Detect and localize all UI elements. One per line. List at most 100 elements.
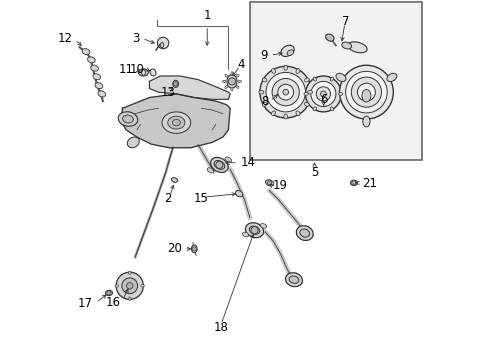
Ellipse shape <box>141 284 144 287</box>
Text: 11: 11 <box>119 63 134 76</box>
Circle shape <box>265 72 305 112</box>
Ellipse shape <box>271 111 275 116</box>
Ellipse shape <box>307 90 312 94</box>
Circle shape <box>215 161 223 168</box>
Ellipse shape <box>214 161 224 170</box>
Ellipse shape <box>224 74 227 77</box>
Ellipse shape <box>150 69 156 76</box>
Text: 10: 10 <box>130 63 144 76</box>
Ellipse shape <box>347 42 366 53</box>
Circle shape <box>116 272 143 300</box>
Text: 3: 3 <box>132 32 140 45</box>
Ellipse shape <box>95 83 102 89</box>
Ellipse shape <box>222 80 225 82</box>
Ellipse shape <box>262 78 266 82</box>
Circle shape <box>267 181 271 185</box>
Ellipse shape <box>91 65 98 71</box>
Circle shape <box>305 76 341 112</box>
Circle shape <box>173 82 178 86</box>
Ellipse shape <box>258 90 264 94</box>
Ellipse shape <box>361 89 370 102</box>
Ellipse shape <box>122 115 133 123</box>
Ellipse shape <box>118 112 138 126</box>
Circle shape <box>106 291 111 295</box>
Text: 9: 9 <box>260 49 267 62</box>
Circle shape <box>126 283 133 289</box>
Ellipse shape <box>312 107 316 111</box>
Ellipse shape <box>191 245 197 253</box>
Ellipse shape <box>171 178 177 182</box>
Ellipse shape <box>296 226 312 240</box>
Ellipse shape <box>280 45 294 57</box>
Ellipse shape <box>295 111 299 116</box>
Text: 14: 14 <box>240 156 255 169</box>
Ellipse shape <box>236 85 239 89</box>
Ellipse shape <box>141 69 145 75</box>
Circle shape <box>157 37 168 49</box>
Ellipse shape <box>224 85 227 89</box>
Ellipse shape <box>335 73 345 82</box>
Ellipse shape <box>330 107 333 111</box>
Text: 8: 8 <box>260 95 267 108</box>
Ellipse shape <box>230 87 233 91</box>
Ellipse shape <box>304 78 308 82</box>
Text: 17: 17 <box>78 297 93 310</box>
Text: 6: 6 <box>319 93 326 106</box>
Circle shape <box>282 89 288 95</box>
Text: 19: 19 <box>272 179 287 192</box>
Circle shape <box>357 83 375 101</box>
Text: 5: 5 <box>310 166 318 179</box>
Ellipse shape <box>286 50 293 55</box>
Circle shape <box>260 66 311 118</box>
Ellipse shape <box>127 137 139 148</box>
Ellipse shape <box>236 74 239 77</box>
Ellipse shape <box>288 276 298 283</box>
Ellipse shape <box>271 69 275 73</box>
Ellipse shape <box>285 273 302 287</box>
Circle shape <box>122 278 137 294</box>
Bar <box>249 3 421 160</box>
Circle shape <box>228 78 235 85</box>
Ellipse shape <box>238 80 241 82</box>
Ellipse shape <box>330 77 333 81</box>
Circle shape <box>320 91 325 97</box>
Text: 4: 4 <box>237 58 244 71</box>
Circle shape <box>250 226 258 234</box>
Ellipse shape <box>362 116 369 127</box>
Ellipse shape <box>235 190 243 197</box>
Circle shape <box>277 84 293 100</box>
Ellipse shape <box>87 57 95 63</box>
Ellipse shape <box>128 271 131 275</box>
Ellipse shape <box>295 69 299 73</box>
Ellipse shape <box>98 91 105 97</box>
Circle shape <box>351 77 381 107</box>
Ellipse shape <box>304 93 308 95</box>
Circle shape <box>271 78 299 106</box>
Ellipse shape <box>349 180 357 185</box>
Text: 13: 13 <box>161 86 176 99</box>
Circle shape <box>345 71 386 113</box>
Ellipse shape <box>265 180 273 186</box>
Circle shape <box>192 247 196 251</box>
Circle shape <box>351 181 355 185</box>
Text: 20: 20 <box>167 242 182 255</box>
Text: 18: 18 <box>213 321 228 334</box>
Ellipse shape <box>299 229 309 237</box>
Ellipse shape <box>325 34 333 41</box>
Ellipse shape <box>245 223 263 238</box>
Text: 12: 12 <box>58 32 73 45</box>
Ellipse shape <box>341 42 351 49</box>
Ellipse shape <box>284 114 287 119</box>
Ellipse shape <box>160 42 163 48</box>
Ellipse shape <box>162 112 190 134</box>
Ellipse shape <box>284 65 287 70</box>
Text: 15: 15 <box>194 192 208 205</box>
Text: 16: 16 <box>105 296 121 309</box>
Ellipse shape <box>138 69 148 76</box>
Ellipse shape <box>82 49 90 55</box>
Ellipse shape <box>167 116 184 129</box>
Ellipse shape <box>304 102 308 106</box>
Ellipse shape <box>207 168 213 173</box>
Ellipse shape <box>312 77 316 81</box>
Circle shape <box>339 65 392 119</box>
